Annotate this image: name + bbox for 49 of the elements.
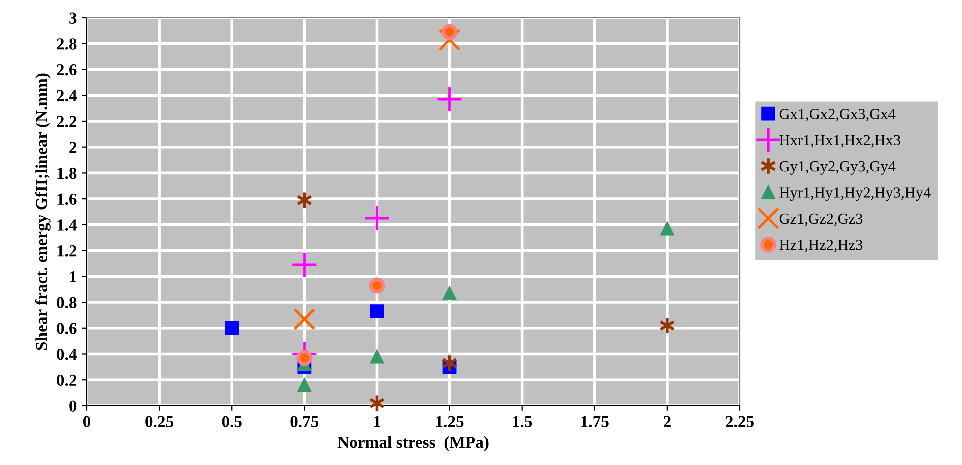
y-tick-label: 2: [70, 142, 77, 154]
x-tick-label: 0.25: [146, 416, 174, 428]
y-tick-label: 0.8: [57, 297, 77, 309]
y-tick-label: 2.2: [57, 116, 77, 128]
y-tick-label: 2.6: [57, 64, 77, 76]
legend-label: Hyr1,Hy1,Hy2,Hy3,Hy4: [780, 188, 931, 202]
y-tick-label: 0.2: [57, 374, 77, 386]
point: [442, 286, 457, 300]
point: [369, 394, 386, 412]
y-axis-title: Shear fract. energy GfII;linear (N.mm): [35, 74, 51, 350]
y-tick-label: 1.6: [58, 194, 77, 206]
y-tick-label: 3: [70, 12, 77, 24]
legend-label: Gy1,Gy2,Gy3,Gy4: [780, 161, 896, 175]
point: [442, 24, 458, 40]
point: [659, 316, 676, 335]
y-tick-label: 2.4: [57, 90, 77, 102]
point: [370, 350, 384, 364]
x-tick-label: 1: [374, 416, 381, 428]
point: [296, 191, 313, 210]
y-tick-label: 1.8: [58, 168, 77, 180]
legend-label: Hxr1,Hx1,Hx2,Hx3: [780, 135, 900, 148]
legend-label: Hz1,Hz2,Hz3: [780, 240, 863, 252]
y-tick-label: 1: [70, 271, 76, 282]
point: [296, 350, 313, 366]
y-tick-label: 0: [70, 400, 77, 412]
y-tick-label: 1.4: [58, 220, 77, 231]
x-tick-label: 0: [83, 416, 91, 428]
point: [442, 354, 458, 372]
legend-label: Gz1,Gz2,Gz3: [780, 214, 863, 226]
point: [438, 29, 461, 51]
point: [660, 222, 674, 236]
point: [294, 308, 316, 330]
x-tick-label: 2.25: [726, 416, 754, 428]
legend-label: Gx1,Gx2,Gx3,Gx4: [780, 109, 896, 122]
x-tick-label: 1.75: [582, 416, 609, 428]
x-tick-label: 1.5: [513, 416, 532, 428]
x-tick-label: 0.5: [222, 416, 242, 428]
point: [369, 278, 386, 294]
x-tick-label: 1.25: [436, 416, 464, 428]
y-tick-label: 0.4: [57, 348, 77, 360]
point: [370, 304, 384, 319]
x-tick-label: 2: [664, 416, 671, 428]
y-tick-label: 2.8: [57, 38, 77, 50]
point: [225, 321, 240, 336]
point: [298, 378, 312, 392]
x-tick-label: 0.75: [290, 416, 319, 428]
x-axis-title: Normal stress (MPa): [338, 436, 489, 452]
y-tick-label: 0.6: [57, 323, 77, 334]
y-tick-label: 1.2: [58, 246, 77, 257]
